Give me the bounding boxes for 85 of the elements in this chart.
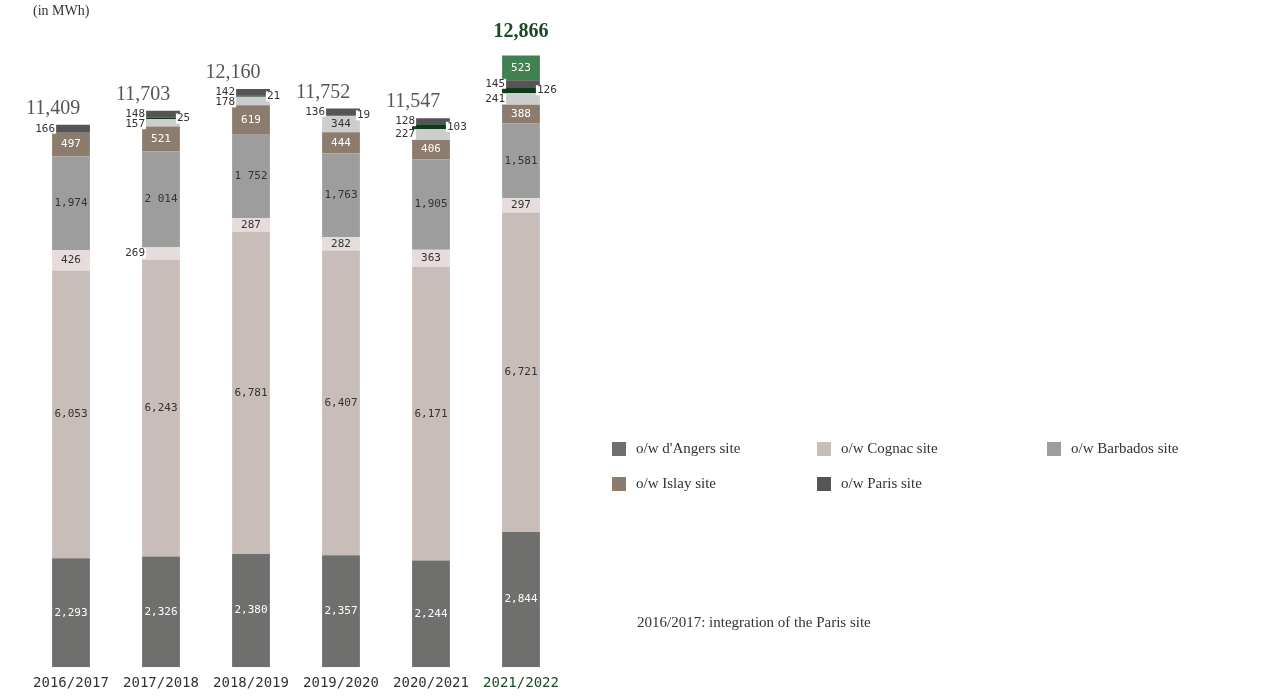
data-label: 269	[125, 246, 146, 260]
bar	[412, 267, 450, 561]
data-label: 523	[511, 60, 531, 74]
total-label: 11,409	[25, 96, 81, 118]
data-label: 344	[331, 116, 352, 130]
total-label: 11,547	[385, 89, 441, 112]
bar	[412, 560, 450, 668]
data-label: 6,721	[504, 365, 538, 379]
bar	[232, 554, 270, 668]
data-label: 2 014	[144, 191, 178, 205]
data-label: 1 752	[234, 169, 268, 183]
data-label: 21	[266, 89, 281, 103]
data-label: 241	[485, 91, 506, 105]
legend-label: o/w d'Angers site	[636, 440, 741, 457]
data-label: 166	[35, 121, 56, 135]
data-label: 2,357	[324, 604, 358, 618]
data-label: 1,763	[324, 188, 358, 202]
data-label: 1,581	[504, 153, 538, 167]
data-label: 363	[421, 251, 441, 265]
data-label: 6,781	[234, 385, 268, 399]
bar	[142, 259, 180, 557]
x-tick-label: 2017/2018	[123, 674, 199, 691]
data-label: 126	[536, 83, 557, 97]
x-tick-label: 2021/2022	[483, 674, 559, 691]
data-label: 6,171	[414, 406, 448, 420]
data-label: 6,407	[324, 395, 358, 409]
data-label: 6,053	[54, 407, 88, 421]
data-label: 497	[61, 137, 81, 151]
data-label: 2,326	[144, 604, 178, 618]
x-tick-label: 2018/2019	[213, 674, 289, 691]
legend-label: o/w Islay site	[636, 475, 716, 492]
bar	[322, 250, 360, 556]
bar	[412, 159, 450, 250]
bar	[502, 212, 540, 532]
data-label: 2,844	[504, 592, 538, 606]
data-label: 157	[125, 117, 146, 131]
data-label: 287	[241, 217, 261, 231]
data-label: 1,974	[54, 196, 88, 210]
bar	[142, 126, 180, 152]
text: 2016/2017: integration of the Paris site	[637, 613, 871, 632]
data-label: 227	[395, 127, 416, 141]
data-label: 282	[331, 236, 351, 250]
bar	[322, 153, 360, 238]
data-label: 145	[485, 76, 506, 90]
bar	[502, 55, 540, 81]
data-label: 444	[331, 135, 352, 149]
bar	[52, 558, 90, 668]
data-label: 25	[176, 111, 191, 125]
x-tick-label: 2020/2021	[393, 674, 469, 691]
y-axis-title: (in MWh)	[33, 2, 90, 19]
total-label: 11,752	[295, 79, 351, 102]
data-label: 2,380	[234, 603, 268, 617]
bar	[502, 531, 540, 668]
data-label: 178	[215, 95, 236, 109]
total-label: 12,160	[205, 60, 261, 83]
bar	[322, 555, 360, 668]
data-label: 388	[511, 106, 531, 120]
data-label: 19	[356, 108, 371, 122]
data-label: 297	[511, 198, 531, 212]
data-label: 6,243	[144, 401, 178, 415]
bar	[232, 134, 270, 218]
data-label: 619	[241, 112, 261, 126]
bar	[142, 151, 180, 247]
legend-label: o/w Barbados site	[1071, 440, 1179, 457]
bar	[232, 105, 270, 135]
total-label: 12,866	[493, 18, 549, 41]
legend-label: o/w Cognac site	[841, 440, 938, 457]
data-label: 2,244	[414, 606, 448, 620]
legend-label: o/w Paris site	[841, 475, 922, 492]
data-label: 103	[446, 119, 467, 133]
data-label: 406	[421, 142, 441, 156]
data-label: 128	[395, 114, 416, 128]
x-tick-label: 2019/2020	[303, 674, 379, 691]
bar	[232, 231, 270, 555]
x-tick-label: 2016/2017	[33, 674, 109, 691]
bar	[502, 123, 540, 199]
data-label: 1,905	[414, 197, 448, 211]
bar	[52, 156, 90, 251]
data-label: 426	[61, 253, 81, 267]
data-label: 136	[305, 104, 326, 118]
data-label: 521	[151, 131, 171, 145]
bar	[52, 270, 90, 559]
total-label: 11,703	[115, 82, 171, 105]
data-label: 2,293	[54, 605, 88, 619]
bar	[142, 556, 180, 668]
